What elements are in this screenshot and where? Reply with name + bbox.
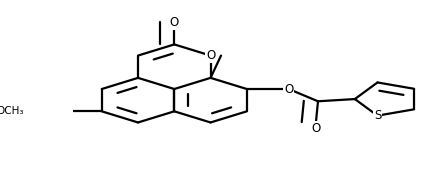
Text: O: O [284,83,293,95]
Text: S: S [374,109,381,122]
Text: O: O [206,49,215,62]
Text: OCH₃: OCH₃ [0,106,24,116]
Text: O: O [311,122,321,136]
Text: O: O [169,16,179,29]
